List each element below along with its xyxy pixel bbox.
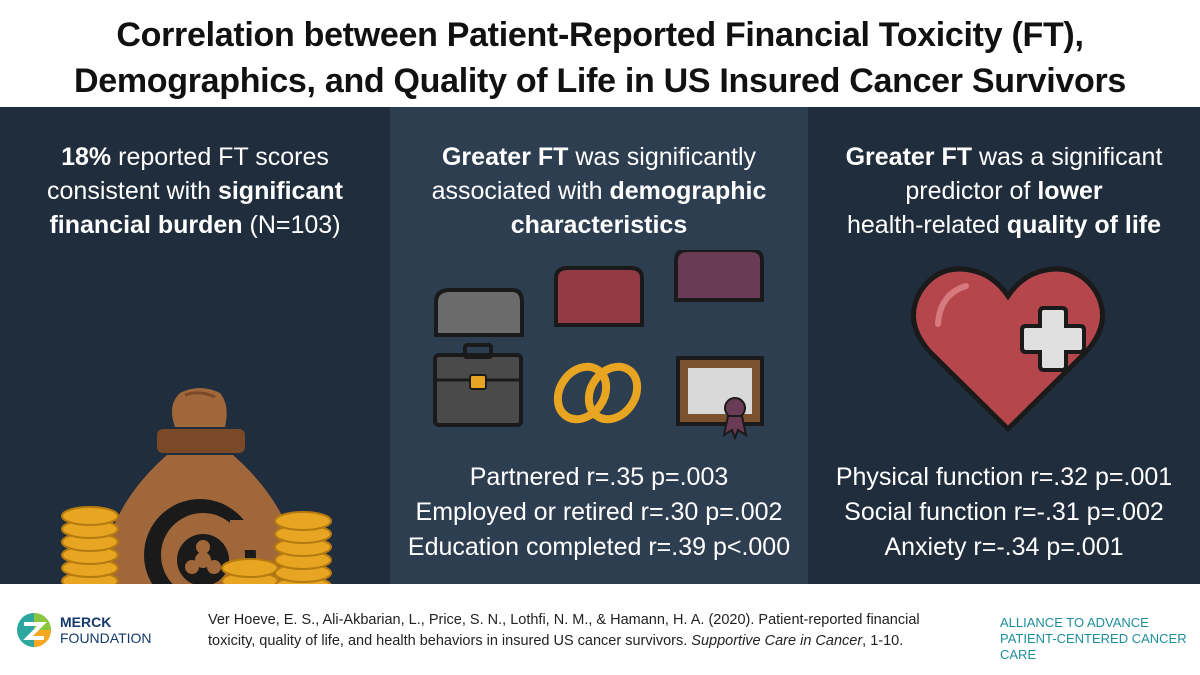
heart-plus-icon	[911, 266, 1105, 433]
panel-demographics: Greater FT was significantly associated …	[390, 107, 808, 584]
demographics-stats: Partnered r=.35 p=.003 Employed or retir…	[390, 460, 808, 565]
briefcase-icon	[433, 343, 523, 427]
panel3-text-1: was a significant	[972, 143, 1163, 171]
panel1-text-3: (N=103)	[242, 211, 341, 239]
relationship-card-icon	[554, 266, 644, 327]
citation-line-1: Ver Hoeve, E. S., Ali-Akbarian, L., Pric…	[208, 612, 920, 628]
panel2-bold-1: Greater FT	[441, 143, 569, 171]
citation-line-3: , 1-10.	[862, 633, 904, 649]
stat-employed: Employed or retired r=.30 p=.002	[415, 498, 783, 526]
merck-foundation-logo: MERCK FOUNDATION	[16, 612, 152, 648]
panel2-bold-2: demographic	[609, 177, 767, 205]
panel1-bold-3: financial burden	[49, 211, 243, 239]
panel1-text-2: consistent with	[47, 177, 218, 205]
panel1-bold-2: significant	[217, 177, 343, 205]
qol-stats: Physical function r=.32 p=.001 Social fu…	[808, 460, 1200, 565]
merck-foundation-label: FOUNDATION	[60, 630, 152, 646]
alliance-line-2: PATIENT-CENTERED CANCER CARE	[1000, 631, 1187, 662]
stat-education: Education completed r=.39 p<.000	[407, 533, 791, 561]
stat-social-function: Social function r=-.31 p=.002	[844, 498, 1164, 526]
stat-anxiety: Anxiety r=-.34 p=.001	[884, 533, 1124, 561]
panels: 18% reported FT scores consistent with s…	[0, 107, 1200, 652]
panel2-text-2: associated with	[431, 177, 610, 205]
citation: Ver Hoeve, E. S., Ali-Akbarian, L., Pric…	[208, 610, 968, 652]
panel3-bold-1: Greater FT	[845, 143, 973, 171]
title-line-1: Correlation between Patient-Reported Fin…	[116, 16, 1084, 54]
infographic-title: Correlation between Patient-Reported Fin…	[0, 12, 1200, 104]
journal-name: Supportive Care in Cancer	[691, 633, 863, 649]
alliance-logo-text: ALLIANCE TO ADVANCE PATIENT-CENTERED CAN…	[1000, 615, 1200, 663]
panel2-text-1: was significantly	[568, 143, 756, 171]
percent-value: 18%	[61, 143, 112, 171]
panel3-bold-3: quality of life	[1006, 211, 1161, 239]
alliance-line-1: ALLIANCE TO ADVANCE	[1000, 615, 1149, 630]
footer: MERCK FOUNDATION Ver Hoeve, E. S., Ali-A…	[0, 584, 1200, 675]
panel3-bold-2: lower	[1037, 177, 1103, 205]
panel3-text-3: health-related	[846, 211, 1007, 239]
panel3-text: Greater FT was a significant predictor o…	[808, 140, 1200, 242]
title-line-2: Demographics, and Quality of Life in US …	[73, 62, 1127, 100]
panel-quality-of-life: Greater FT was a significant predictor o…	[808, 107, 1200, 584]
stat-partnered: Partnered r=.35 p=.003	[469, 463, 729, 491]
merck-name: MERCK	[60, 614, 112, 630]
stat-physical-function: Physical function r=.32 p=.001	[835, 463, 1173, 491]
panel2-bold-3: characteristics	[510, 211, 688, 239]
panel2-text: Greater FT was significantly associated …	[390, 140, 808, 242]
panel3-text-2: predictor of	[905, 177, 1038, 205]
panel1-text-1: reported FT scores	[111, 143, 329, 171]
demographic-icons	[433, 250, 764, 441]
panel1-text: 18% reported FT scores consistent with s…	[0, 140, 390, 242]
panel-financial-burden: 18% reported FT scores consistent with s…	[0, 107, 390, 652]
education-card-icon	[674, 250, 764, 302]
diploma-icon	[676, 356, 764, 441]
employment-card-icon	[434, 288, 524, 337]
citation-line-2: toxicity, quality of life, and health be…	[208, 633, 692, 649]
merck-logo-icon	[17, 613, 51, 647]
wedding-rings-icon	[553, 362, 642, 424]
